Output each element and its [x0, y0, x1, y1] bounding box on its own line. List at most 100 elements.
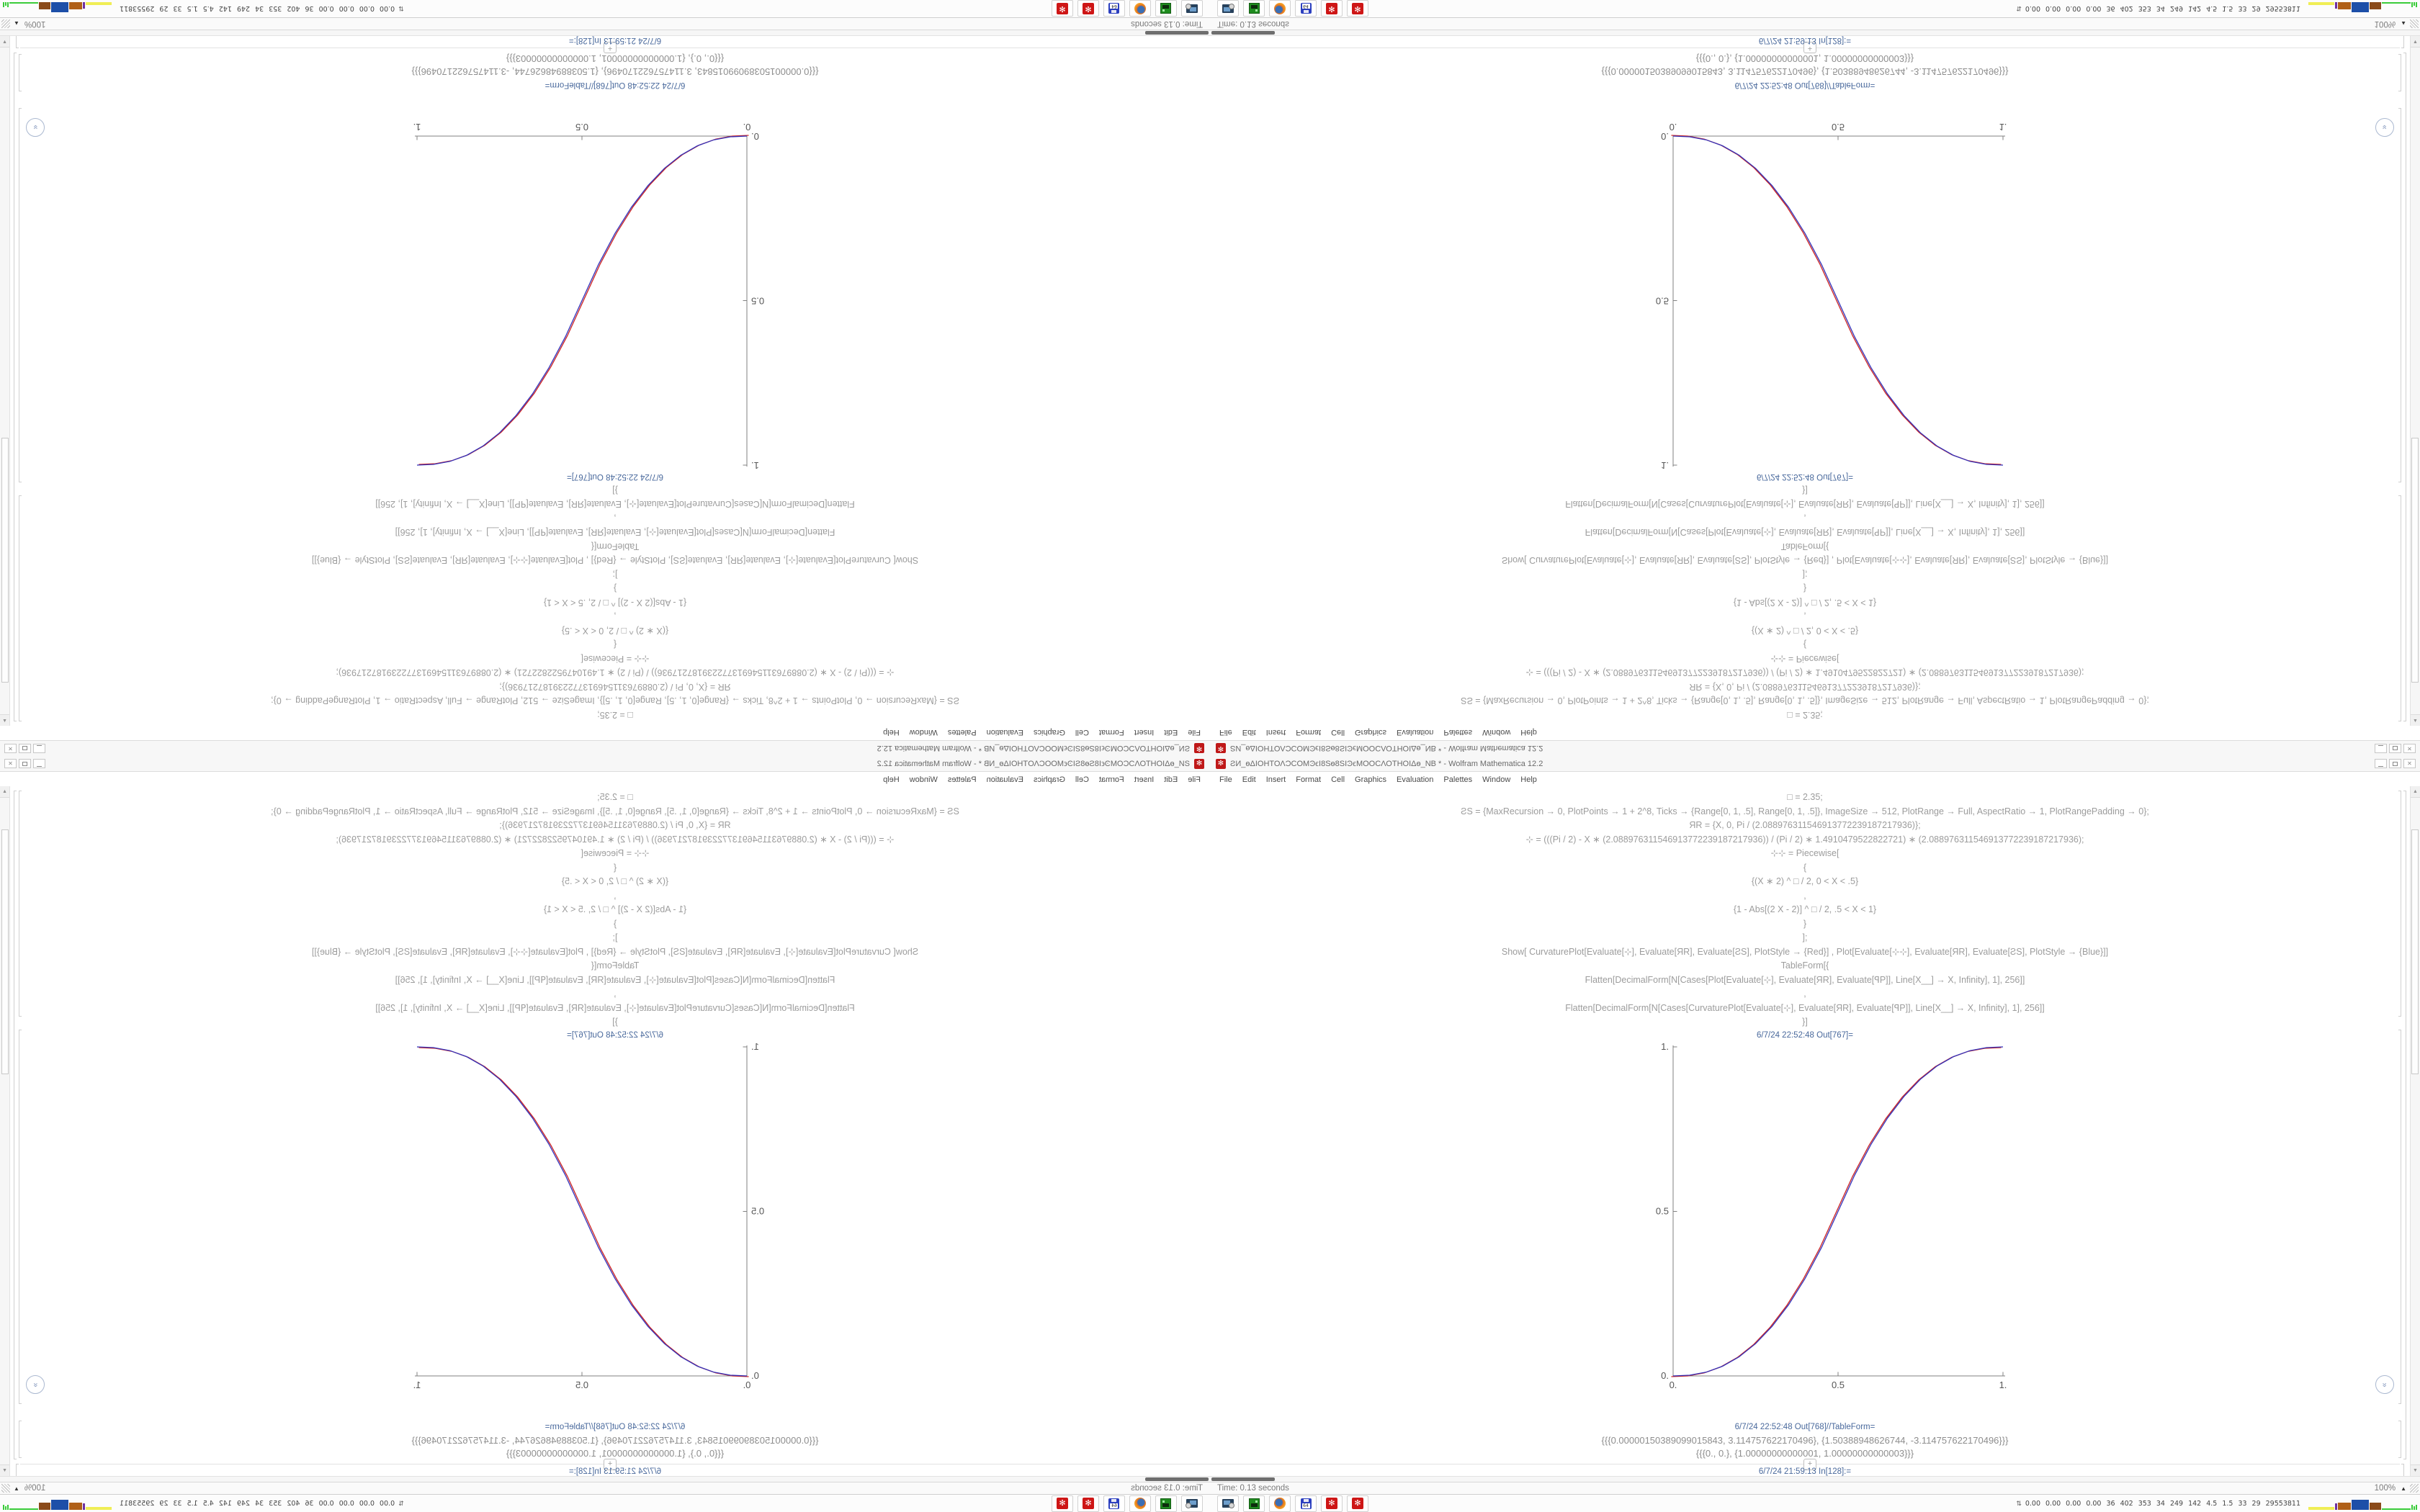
scroll-down-icon[interactable]: ▼: [0, 1464, 9, 1476]
mathematica-window-2-taskbar-button[interactable]: ✻: [1347, 0, 1368, 17]
menu-format[interactable]: Format: [1296, 775, 1322, 784]
horizontal-scrollbar[interactable]: [0, 30, 1210, 36]
green-file-manager-taskbar-button[interactable]: [1155, 1495, 1177, 1512]
menu-evaluation[interactable]: Evaluation: [986, 775, 1023, 784]
close-button[interactable]: ✕: [4, 759, 17, 768]
zoom-caret-icon[interactable]: ▲: [2401, 1485, 2406, 1492]
horizontal-scrollbar[interactable]: [1210, 1476, 2420, 1482]
menu-help[interactable]: Help: [883, 728, 900, 737]
mathematica-window-2-taskbar-button[interactable]: ✻: [1052, 1495, 1073, 1512]
menu-cell[interactable]: Cell: [1075, 728, 1089, 737]
menu-insert[interactable]: Insert: [1134, 728, 1155, 737]
horizontal-scrollbar[interactable]: [0, 1476, 1210, 1482]
jump-to-end-chevron-button[interactable]: »: [26, 118, 45, 137]
new-input-cell-bracket[interactable]: [16, 35, 19, 48]
notebook-area[interactable]: □ = 2.35; ƧS = {MaxRecursion → 0, PlotPoi…: [1210, 786, 2420, 1477]
window-titlebar[interactable]: ✻ ƧИ_ѳΔΙΟΗΤΟΛϽϹΟΜϿϵΙ8Ѕѳ8ЅΙϿϵΜΟΟϹΛΟΤΗΟΙΔѳ…: [1210, 756, 2420, 772]
plot-cell-bracket[interactable]: [2398, 108, 2401, 482]
menu-edit[interactable]: Edit: [1164, 775, 1178, 784]
input-cell-bracket[interactable]: [2398, 495, 2401, 721]
vertical-scrollbar[interactable]: ▲ ▼: [2410, 786, 2420, 1476]
menu-cell[interactable]: Cell: [1331, 775, 1345, 784]
notebook-area[interactable]: □ = 2.35; ƧS = {MaxRecursion → 0, PlotPoi…: [0, 786, 1210, 1477]
menu-file[interactable]: File: [1188, 775, 1201, 784]
zoom-level[interactable]: 100%: [24, 19, 46, 28]
scroll-up-icon[interactable]: ▲: [0, 786, 9, 798]
firefox-taskbar-button[interactable]: [1129, 1495, 1151, 1512]
menu-file[interactable]: File: [1219, 775, 1232, 784]
input-cell-bracket[interactable]: [19, 495, 22, 721]
menu-insert[interactable]: Insert: [1134, 775, 1155, 784]
cell-group-bracket[interactable]: [2403, 791, 2406, 1459]
vertical-scrollbar-thumb[interactable]: [1, 438, 9, 683]
menu-format[interactable]: Format: [1296, 728, 1322, 737]
mathematica-window-1-taskbar-button[interactable]: ✻: [1321, 0, 1343, 17]
horizontal-scrollbar-thumb[interactable]: [1211, 31, 1275, 35]
horizontal-scrollbar[interactable]: [1210, 30, 2420, 36]
disk-64-taskbar-button[interactable]: 64: [1103, 0, 1125, 17]
menu-edit[interactable]: Edit: [1242, 775, 1256, 784]
resize-grip-icon[interactable]: [2410, 1484, 2419, 1493]
input-cell-bracket[interactable]: [2398, 791, 2401, 1017]
close-button[interactable]: ✕: [2403, 759, 2416, 768]
vertical-scrollbar-thumb[interactable]: [1, 829, 9, 1074]
resize-grip-icon[interactable]: [2410, 19, 2419, 28]
insert-cell-plus-button[interactable]: +: [1803, 1459, 1816, 1470]
menu-graphics[interactable]: Graphics: [1033, 728, 1065, 737]
close-button[interactable]: ✕: [2403, 744, 2416, 753]
menu-palettes[interactable]: Palettes: [947, 728, 977, 737]
window-titlebar[interactable]: ✻ ƧИ_ѳΔΙΟΗΤΟΛϽϹΟΜϿϵΙ8Ѕѳ8ЅΙϿϵΜΟΟϹΛΟΤΗΟΙΔѳ…: [1210, 740, 2420, 756]
zoom-caret-icon[interactable]: ▲: [2401, 20, 2406, 27]
horizontal-scrollbar-thumb[interactable]: [1145, 31, 1209, 35]
green-file-manager-taskbar-button[interactable]: [1243, 0, 1265, 17]
mathematica-window-2-taskbar-button[interactable]: ✻: [1052, 0, 1073, 17]
menu-help[interactable]: Help: [1520, 728, 1537, 737]
plot-cell-bracket[interactable]: [2398, 1030, 2401, 1404]
menu-insert[interactable]: Insert: [1265, 728, 1286, 737]
window-titlebar[interactable]: ✻ ƧИ_ѳΔΙΟΗΤΟΛϽϹΟΜϿϵΙ8Ѕѳ8ЅΙϿϵΜΟΟϹΛΟΤΗΟΙΔѳ…: [0, 756, 1210, 772]
menu-graphics[interactable]: Graphics: [1355, 728, 1387, 737]
computer-settings-taskbar-button[interactable]: [1217, 1495, 1239, 1512]
green-file-manager-taskbar-button[interactable]: [1243, 1495, 1265, 1512]
plot-cell-bracket[interactable]: [19, 1030, 22, 1404]
minimize-button[interactable]: [33, 744, 45, 753]
menu-window[interactable]: Window: [1482, 728, 1511, 737]
computer-settings-taskbar-button[interactable]: [1181, 0, 1203, 17]
vertical-scrollbar-thumb[interactable]: [2411, 438, 2419, 683]
close-button[interactable]: ✕: [4, 744, 17, 753]
scroll-down-icon[interactable]: ▼: [2411, 1464, 2420, 1476]
minimize-button[interactable]: [33, 759, 45, 768]
menu-graphics[interactable]: Graphics: [1355, 775, 1387, 784]
resize-grip-icon[interactable]: [1, 1484, 10, 1493]
menu-edit[interactable]: Edit: [1164, 728, 1178, 737]
horizontal-scrollbar-thumb[interactable]: [1211, 1477, 1275, 1481]
maximize-button[interactable]: [2389, 759, 2401, 768]
menu-cell[interactable]: Cell: [1331, 728, 1345, 737]
menu-evaluation[interactable]: Evaluation: [986, 728, 1023, 737]
input-code-cell[interactable]: □ = 2.35; ƧS = {MaxRecursion → 0, PlotPoi…: [1210, 791, 2400, 1030]
mathematica-window-1-taskbar-button[interactable]: ✻: [1077, 1495, 1099, 1512]
vertical-scrollbar[interactable]: ▲ ▼: [0, 36, 10, 726]
menu-palettes[interactable]: Palettes: [1443, 728, 1473, 737]
input-code-cell[interactable]: □ = 2.35; ƧS = {MaxRecursion → 0, PlotPoi…: [1210, 483, 2400, 722]
input-code-cell[interactable]: □ = 2.35; ƧS = {MaxRecursion → 0, PlotPoi…: [20, 791, 1210, 1030]
maximize-button[interactable]: [19, 744, 31, 753]
table-cell-bracket[interactable]: [2398, 54, 2401, 91]
menu-edit[interactable]: Edit: [1242, 728, 1256, 737]
firefox-taskbar-button[interactable]: [1269, 0, 1291, 17]
computer-settings-taskbar-button[interactable]: [1181, 1495, 1203, 1512]
vertical-scrollbar-thumb[interactable]: [2411, 829, 2419, 1074]
plot-cell-bracket[interactable]: [19, 108, 22, 482]
new-input-cell-bracket[interactable]: [2401, 35, 2404, 48]
jump-to-end-chevron-button[interactable]: »: [2375, 1375, 2394, 1394]
menu-file[interactable]: File: [1188, 728, 1201, 737]
table-cell-bracket[interactable]: [2398, 1421, 2401, 1458]
menu-window[interactable]: Window: [909, 728, 938, 737]
computer-settings-taskbar-button[interactable]: [1217, 0, 1239, 17]
cell-group-bracket[interactable]: [14, 53, 17, 721]
scroll-up-icon[interactable]: ▲: [2411, 714, 2420, 726]
cell-group-bracket[interactable]: [14, 791, 17, 1459]
firefox-taskbar-button[interactable]: [1269, 1495, 1291, 1512]
menu-window[interactable]: Window: [1482, 775, 1511, 784]
menu-format[interactable]: Format: [1098, 728, 1124, 737]
